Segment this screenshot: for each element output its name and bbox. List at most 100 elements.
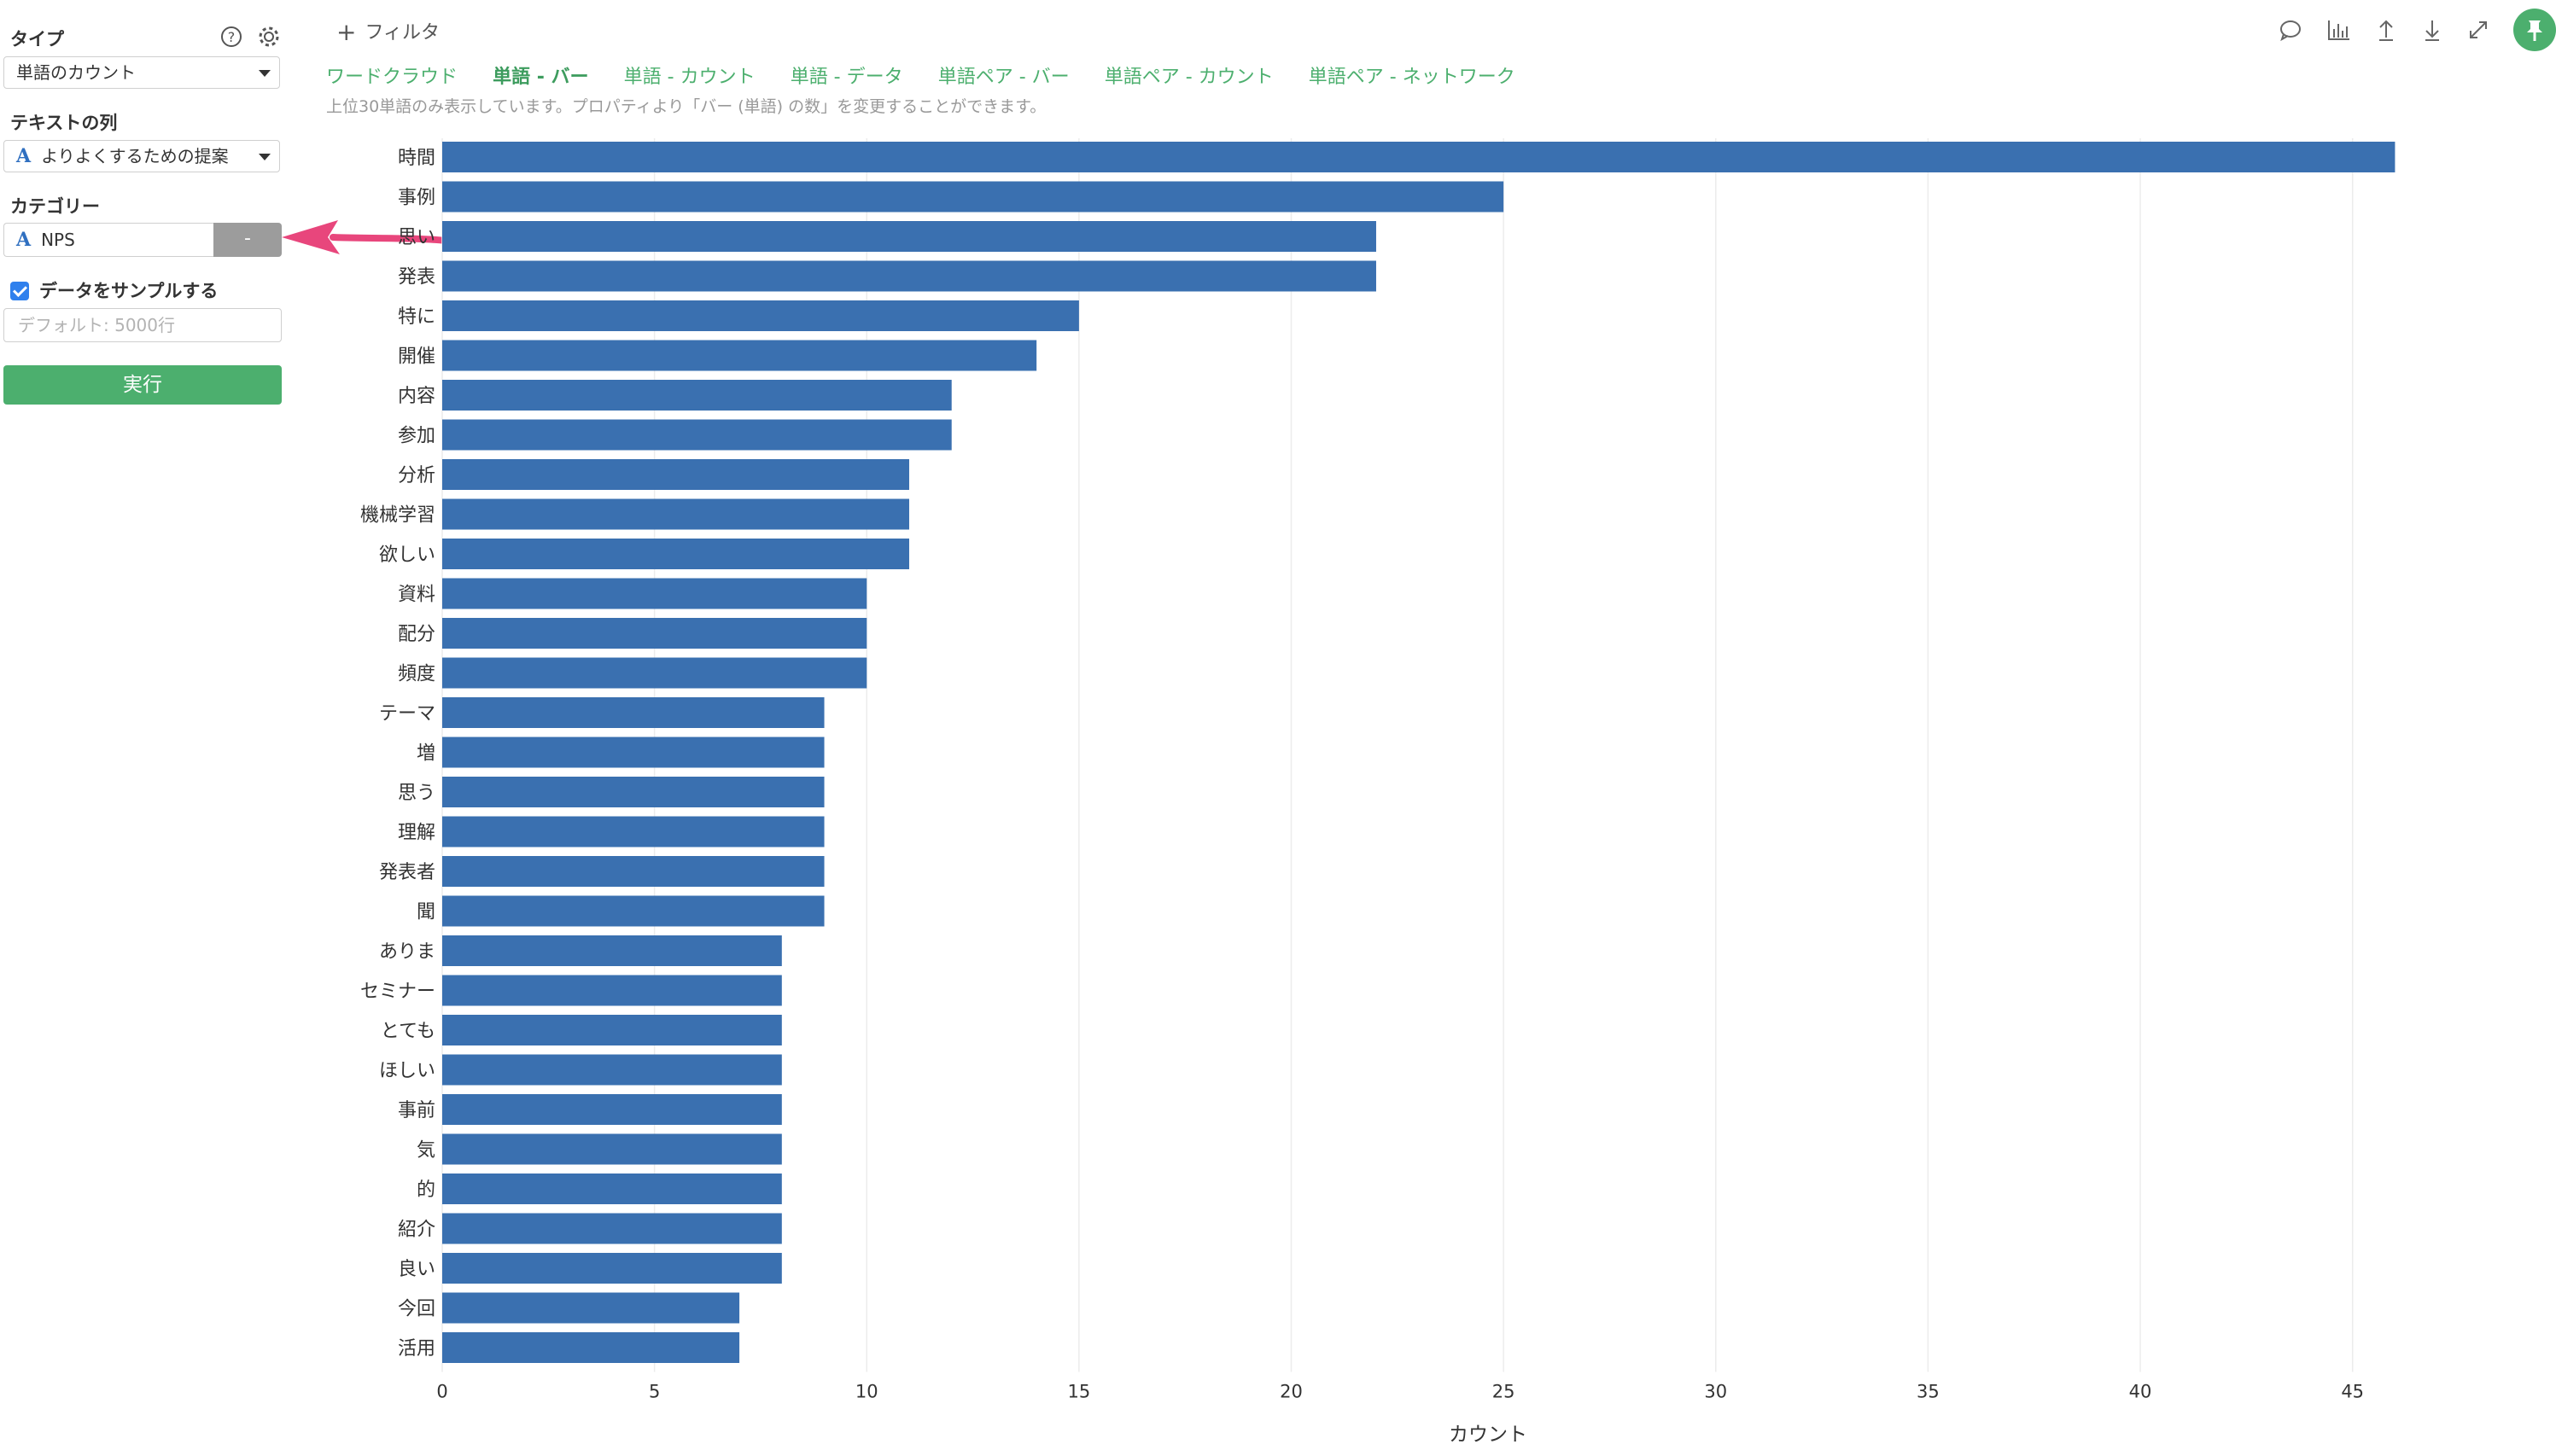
category-label: セミナー (360, 981, 435, 1003)
bar[interactable] (442, 181, 1504, 213)
category-label: 気 (417, 1140, 435, 1162)
pin-button[interactable] (2513, 9, 2556, 51)
category-label: 分析 (398, 465, 435, 486)
bar[interactable] (442, 1015, 782, 1045)
category-label: 資料 (398, 585, 435, 606)
x-tick-label: 10 (855, 1382, 878, 1402)
bar[interactable] (442, 935, 782, 966)
category-label: 活用 (398, 1338, 435, 1360)
text-column-select[interactable]: A よりよくするための提案 (3, 140, 280, 172)
chart-category-labels: 時間事例思い発表特に開催内容参加分析機械学習欲しい資料配分頻度テーマ増思う理解発… (360, 148, 435, 1360)
sidebar: タイプ ? 単語のカウント テキストの列 A よりよくするための提案 カテゴリー … (0, 0, 290, 1456)
category-label: 増 (417, 743, 435, 765)
sample-size-input[interactable] (3, 308, 282, 342)
bar[interactable] (442, 657, 867, 689)
category-label: ありま (379, 941, 435, 963)
category-value: NPS (41, 230, 75, 250)
expand-icon[interactable] (2464, 15, 2493, 44)
bar[interactable] (442, 1213, 782, 1244)
tab-word-count[interactable]: 単語 - カウント (623, 67, 756, 88)
sample-checkbox[interactable] (10, 282, 29, 300)
bar[interactable] (442, 539, 909, 569)
bar[interactable] (442, 419, 952, 451)
category-label: 聞 (417, 902, 435, 923)
x-tick-label: 45 (2341, 1382, 2364, 1402)
tab-word-pair-network[interactable]: 単語ペア - ネットワーク (1308, 67, 1515, 88)
tab-word-data[interactable]: 単語 - データ (790, 67, 903, 88)
category-label: 発表者 (379, 862, 435, 883)
text-column-label: テキストの列 (10, 113, 118, 133)
x-tick-label: 30 (1704, 1382, 1727, 1402)
x-tick-label: 25 (1492, 1382, 1515, 1402)
x-tick-label: 20 (1280, 1382, 1303, 1402)
bar[interactable] (442, 975, 782, 1006)
category-label: 事前 (398, 1100, 435, 1121)
bar[interactable] (442, 1292, 740, 1324)
bar[interactable] (442, 380, 952, 411)
upload-icon[interactable] (2372, 15, 2401, 44)
sample-checkbox-row[interactable]: データをサンプルする (10, 277, 218, 303)
category-label: 配分 (398, 624, 435, 645)
category-remove-button[interactable]: - (213, 223, 282, 257)
run-button[interactable]: 実行 (3, 365, 282, 405)
tab-word-cloud[interactable]: ワードクラウド (326, 67, 458, 88)
bar[interactable] (442, 221, 1376, 252)
download-icon[interactable] (2418, 15, 2447, 44)
tab-word-pair-count[interactable]: 単語ペア - カウント (1104, 67, 1274, 88)
bar[interactable] (442, 1133, 782, 1165)
bar[interactable] (442, 895, 825, 927)
category-label: 事例 (398, 188, 435, 209)
category-label: 特に (398, 306, 435, 328)
svg-text:?: ? (228, 29, 236, 45)
bar[interactable] (442, 737, 825, 768)
bar[interactable] (442, 1094, 782, 1125)
category-label: 機械学習 (360, 505, 435, 527)
bar[interactable] (442, 578, 867, 609)
bar[interactable] (442, 1332, 740, 1363)
category-field[interactable]: A NPS (3, 223, 213, 257)
chart-icon[interactable] (2324, 15, 2353, 44)
category-label: 思い (398, 227, 435, 248)
chart-bars (442, 142, 2396, 1363)
annotation-arrow (282, 220, 449, 254)
sample-checkbox-label: データをサンプルする (39, 281, 219, 301)
category-label: 今回 (398, 1299, 435, 1320)
tab-word-bar[interactable]: 単語 - バー (493, 67, 589, 88)
bar[interactable] (442, 777, 825, 807)
type-select[interactable]: 単語のカウント (3, 56, 280, 89)
x-tick-label: 0 (436, 1382, 447, 1402)
x-tick-label: 40 (2129, 1382, 2152, 1402)
pin-icon (2527, 20, 2542, 41)
bar[interactable] (442, 1174, 782, 1204)
text-type-icon: A (16, 145, 32, 167)
plus-icon: + (336, 18, 357, 46)
tab-word-pair-bar[interactable]: 単語ペア - バー (937, 67, 1070, 88)
bar[interactable] (442, 300, 1079, 331)
comment-icon[interactable] (2276, 15, 2305, 44)
gear-icon[interactable] (256, 24, 282, 50)
category-label: 発表 (398, 267, 435, 288)
bar[interactable] (442, 856, 825, 887)
filter-label: フィルタ (365, 22, 441, 44)
x-tick-label: 15 (1068, 1382, 1091, 1402)
bar[interactable] (442, 498, 909, 530)
bar[interactable] (442, 260, 1376, 292)
add-filter-button[interactable]: + フィルタ (336, 17, 440, 46)
chevron-down-icon (259, 154, 271, 160)
bar[interactable] (442, 1054, 782, 1086)
bar[interactable] (442, 816, 825, 847)
help-icon[interactable]: ? (219, 24, 244, 50)
bar[interactable] (442, 618, 867, 649)
category-label: とても (381, 1021, 435, 1042)
category-label: テーマ (379, 703, 435, 725)
bar[interactable] (442, 340, 1037, 371)
text-column-value: よりよくするための提案 (41, 146, 229, 166)
bar[interactable] (442, 459, 909, 490)
x-tick-label: 5 (649, 1382, 660, 1402)
chevron-down-icon (259, 70, 271, 77)
type-select-value: 単語のカウント (16, 62, 136, 83)
bar[interactable] (442, 1253, 782, 1284)
category-label: 紹介 (398, 1220, 435, 1241)
bar[interactable] (442, 697, 825, 728)
bar[interactable] (442, 142, 2396, 172)
